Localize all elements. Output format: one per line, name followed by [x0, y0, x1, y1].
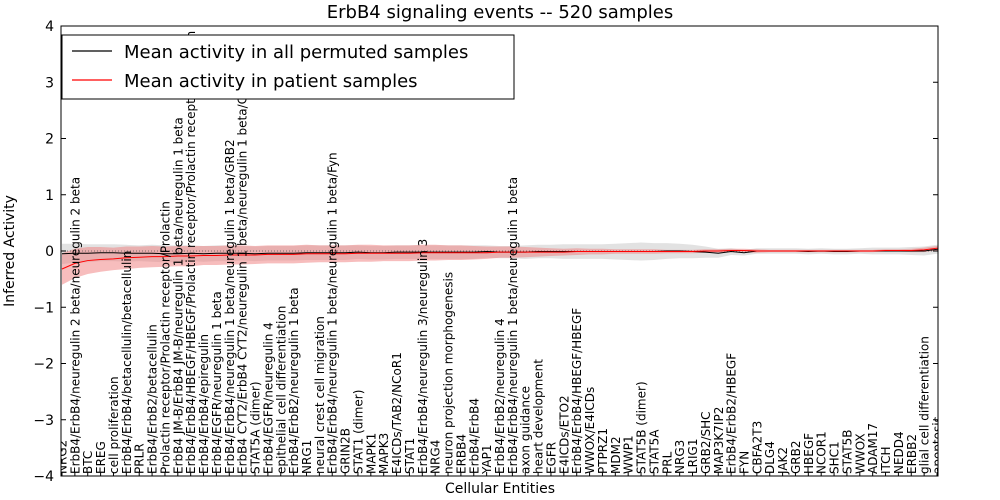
x-tick-label: NRG2	[56, 440, 70, 474]
legend-box	[61, 34, 515, 100]
x-tick-label: FYN	[737, 451, 751, 474]
x-tick-label: ITCH	[879, 446, 893, 474]
x-tick-label: ErbB4/ErbB2/betacellulin	[146, 324, 160, 474]
x-tick-label: STAT5B (dimer)	[635, 381, 649, 474]
x-tick-label: YAP1	[480, 445, 494, 475]
x-tick-label: ErbB4/ErbB2/neuregulin 4	[493, 318, 507, 474]
x-tick-label: PRL	[660, 451, 674, 474]
x-tick-label: ErbB4/ErbB2/HBEGF	[725, 353, 739, 474]
x-tick-label: STAT5A (dimer)	[249, 381, 263, 474]
x-tick-label: ErbB4/ErbB4/HBEGF/HBEGF/Prolactin recept…	[184, 31, 198, 474]
x-tick-label: Prolactin receptor/Prolactin receptor/Pr…	[158, 201, 172, 474]
x-tick-label: PRLR	[133, 443, 147, 474]
x-tick-label: SHC1	[828, 441, 842, 474]
x-tick-label: apoptosis	[931, 416, 945, 474]
x-tick-label: ErbB4/ErbB2/neuregulin 1 beta	[287, 287, 301, 474]
x-tick-label: MAPK1	[364, 433, 378, 474]
x-tick-label: STAT1 (dimer)	[351, 390, 365, 474]
series-lines	[61, 247, 938, 270]
x-tick-label: ErbB4/ErbB4/neuregulin 3/neuregulin 3	[416, 239, 430, 474]
y-tick-label: 4	[45, 19, 54, 35]
x-tick-label: ErbB4/ErbB4/betacellulin/betacellulin	[120, 251, 134, 474]
x-tick-label: BTC	[81, 451, 95, 474]
y-tick-label: 0	[45, 244, 54, 260]
x-tick-label: EGFR	[544, 442, 558, 474]
x-tick-label: epithelial cell differentiation	[274, 306, 288, 474]
x-tick-label: WWOX	[853, 433, 867, 474]
x-tick-label: STAT1	[403, 438, 417, 474]
y-axis-ticks: −4 −3 −2 −1 0 1 2 3 4	[33, 19, 938, 485]
series-line-patient	[61, 247, 938, 270]
x-tick-label: DLG4	[763, 441, 777, 474]
x-tick-label: ErbB4/ErbB4/neuregulin 1 beta/neuregulin…	[326, 152, 340, 474]
x-tick-label: neuron projection morphogenesis	[442, 272, 456, 474]
x-tick-label: heart development	[532, 359, 546, 474]
y-tick-label: 1	[45, 188, 54, 204]
legend-label-permuted: Mean activity in all permuted samples	[124, 42, 468, 63]
x-tick-label: MAPK3	[377, 433, 391, 474]
x-tick-label: E4ICDs/ETO2	[557, 395, 571, 474]
x-axis-label: Cellular Entities	[445, 481, 555, 497]
x-tick-label: ERBB4	[454, 434, 468, 474]
x-tick-label: HBEGF	[802, 433, 816, 474]
y-tick-label: −1	[33, 300, 54, 316]
x-tick-label: NRG1	[300, 440, 314, 474]
x-tick-label: axon guidance	[519, 386, 533, 474]
x-tick-label: ErbB4/ErbB4	[467, 398, 481, 474]
x-tick-label: ErbB4/ErbB4/HBEGF/HBEGF	[570, 308, 584, 474]
y-tick-label: −3	[33, 413, 54, 429]
x-tick-label: MDM2	[609, 436, 623, 474]
x-tick-label: ErbB4 JM-B/ErbB4 JM-B/neuregulin 1 beta/…	[171, 117, 185, 474]
x-tick-label: ERBB2	[905, 434, 919, 474]
x-tick-label: E4ICDs/TAB2/NCoR1	[390, 352, 404, 474]
x-tick-label: LRIG1	[686, 439, 700, 475]
x-tick-label: ErbB4/EGFR/neuregulin 4	[261, 322, 275, 474]
y-tick-label: 3	[45, 75, 54, 91]
x-tick-label: ErbB4/ErbB4/epiregulin	[197, 334, 211, 474]
x-tick-label: GRIN2B	[339, 428, 353, 474]
y-tick-label: −2	[33, 357, 54, 373]
y-tick-label: −4	[33, 469, 54, 485]
x-tick-label: ErbB4/ErbB4/neuregulin 1 beta/neuregulin…	[223, 139, 237, 474]
x-tick-label: WWP1	[622, 435, 636, 474]
x-tick-label: neural crest cell migration	[313, 316, 327, 474]
x-tick-label: EREG	[94, 441, 108, 474]
x-tick-label: ErbB4/ErbB4/neuregulin 2 beta/neuregulin…	[68, 177, 82, 474]
x-tick-label: NRG3	[673, 440, 687, 474]
x-tick-label: GRB2	[789, 440, 803, 474]
legend-label-patient: Mean activity in patient samples	[124, 71, 418, 92]
x-tick-label: ErbB4/ErbB4/neuregulin 1 beta/neuregulin…	[506, 177, 520, 474]
x-tick-label: ADAM17	[866, 423, 880, 474]
x-tick-label: STAT5B	[840, 430, 854, 475]
x-tick-label: GRB2/SHC	[699, 411, 713, 474]
x-tick-label: ErbB4/EGFR/neuregulin 1 beta	[210, 291, 224, 474]
x-tick-label: STAT5A	[647, 429, 661, 474]
chart-title: ErbB4 signaling events -- 520 samples	[327, 2, 674, 23]
x-tick-label: NRG4	[429, 440, 443, 474]
x-tick-label: glial cell differentiation	[918, 336, 932, 474]
y-tick-label: 2	[45, 132, 54, 148]
x-tick-label: PTPRZ1	[596, 428, 610, 474]
legend: Mean activity in all permuted samples Me…	[61, 34, 515, 100]
x-tick-label: CBFA2T3	[750, 421, 764, 474]
x-tick-label: NEDD4	[892, 431, 906, 474]
x-tick-label: NCOR1	[815, 431, 829, 474]
x-tick-label: WWOX/E4ICDs	[583, 387, 597, 474]
y-axis-label: Inferred Activity	[2, 195, 18, 307]
x-tick-label: JAK2	[776, 447, 790, 475]
x-tick-label: cell proliferation	[107, 376, 121, 474]
x-tick-label: ErbB4 CYT2/ErbB4 CYT2/neuregulin 1 beta/…	[236, 71, 250, 474]
x-tick-label: MAP3K7IP2	[712, 407, 726, 474]
